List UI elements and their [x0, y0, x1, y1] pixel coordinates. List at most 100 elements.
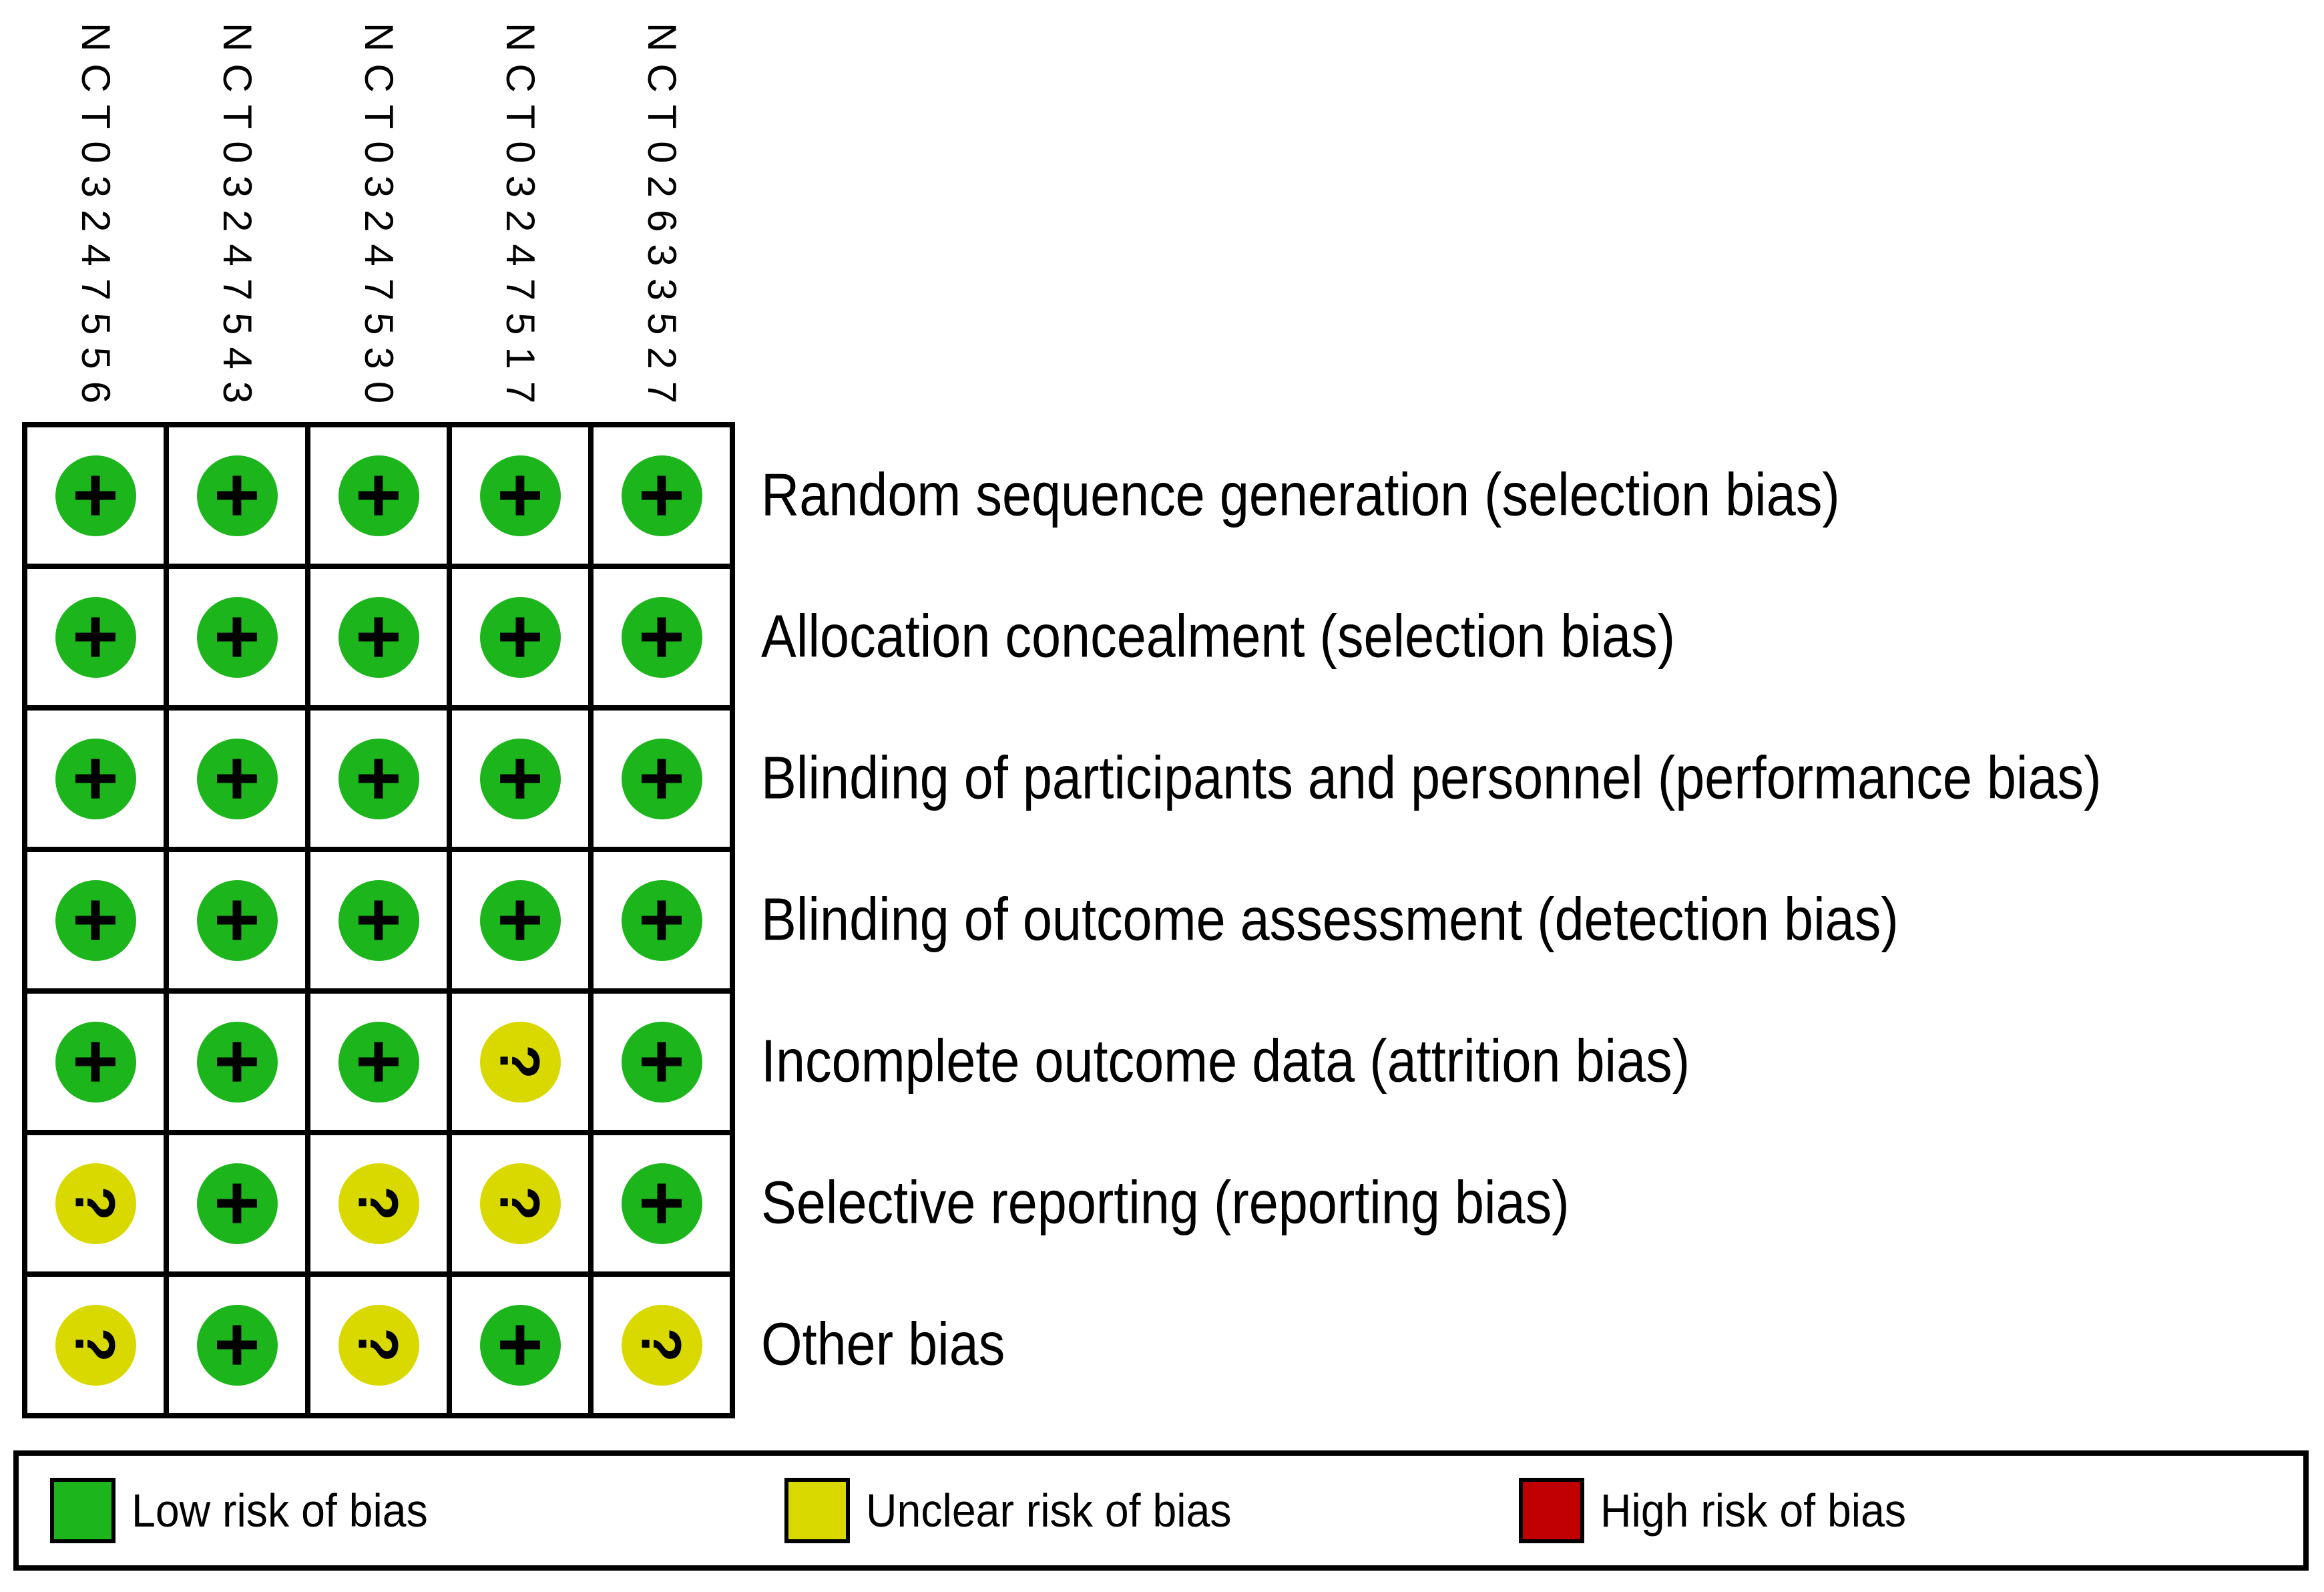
plus-icon: + [617, 1180, 706, 1227]
plus-icon: + [51, 755, 140, 802]
legend-item-low: Low risk of bias [50, 1456, 453, 1565]
judgement-circle-low: + [192, 1304, 281, 1386]
judgement-circle-low: + [475, 455, 564, 536]
rob-cell: + [169, 994, 305, 1130]
judgement-circle-low: + [475, 596, 564, 678]
judgement-circle-low: + [193, 1021, 281, 1103]
question-mark-icon: ? [489, 1186, 551, 1221]
study-label-text: NCT03247530 [357, 22, 401, 415]
plus-icon: + [51, 1038, 140, 1085]
question-mark-icon: ? [347, 1328, 410, 1362]
question-mark-icon: ? [630, 1328, 693, 1362]
rob-cell: ? [27, 1277, 164, 1413]
rob-cell: + [169, 1135, 305, 1271]
legend-label: Unclear risk of bias [866, 1484, 1232, 1537]
judgement-circle-low: + [192, 738, 281, 819]
rob-cell: + [594, 852, 730, 988]
study-label: NCT02633527 [636, 5, 687, 415]
question-mark-icon: ? [64, 1328, 127, 1362]
judgement-circle-unclear: ? [338, 1304, 419, 1386]
plus-icon: + [617, 755, 706, 802]
domain-label: Incomplete outcome data (attrition bias) [761, 1028, 1690, 1095]
plus-icon: + [475, 897, 564, 944]
judgement-circle-low: + [334, 879, 423, 961]
rob-cell: + [27, 427, 164, 564]
plus-icon: + [192, 1322, 281, 1368]
plus-icon: + [51, 897, 140, 944]
judgement-circle-low: + [334, 1021, 423, 1103]
judgement-circle-low: + [51, 879, 140, 961]
plus-icon: + [192, 1180, 281, 1227]
judgement-circle-unclear: ? [479, 1021, 561, 1103]
rob-cell: ? [310, 1277, 447, 1413]
rob-cell: + [27, 852, 164, 988]
judgement-circle-low: + [476, 1304, 564, 1386]
plus-icon: + [334, 1038, 423, 1085]
judgement-circle-low: + [334, 455, 423, 536]
judgement-circle-low: + [193, 879, 281, 961]
rob-cell: + [594, 994, 730, 1130]
risk-of-bias-grid: + + + + + + + + + + + + + + + + + + + + + + +? +? +?? +? +? +? [22, 422, 735, 1418]
rob-cell: + [169, 569, 305, 705]
rob-cell: + [594, 427, 730, 564]
judgement-circle-low: + [334, 738, 423, 819]
study-label: NCT03247530 [353, 5, 404, 415]
rob-cell: + [452, 711, 588, 847]
domain-label: Allocation concealment (selection bias) [761, 603, 1676, 670]
judgement-circle-unclear: ? [479, 1163, 561, 1244]
rob-cell: + [310, 852, 447, 988]
study-label: NCT03247556 [70, 5, 121, 415]
judgement-circle-low: + [51, 596, 140, 678]
plus-icon: + [334, 472, 423, 519]
judgement-circle-unclear: ? [621, 1304, 702, 1386]
rob-cell: ? [27, 1135, 164, 1271]
judgement-circle-low: + [51, 738, 140, 819]
judgement-circle-low: + [475, 738, 564, 819]
rob-cell: + [452, 569, 588, 705]
plus-icon: + [617, 614, 706, 660]
plus-icon: + [617, 1038, 706, 1085]
legend-label: High risk of bias [1600, 1484, 1907, 1537]
study-label-text: NCT03247556 [73, 22, 118, 415]
judgement-circle-unclear: ? [55, 1163, 136, 1244]
plus-icon: + [334, 614, 423, 660]
rob-cell: + [594, 569, 730, 705]
judgement-circle-low: + [193, 596, 281, 678]
judgement-circle-low: + [617, 879, 706, 961]
legend-label: Low risk of bias [132, 1484, 428, 1537]
rob-cell: + [594, 711, 730, 847]
study-label-text: NCT03247543 [215, 22, 260, 415]
question-mark-icon: ? [347, 1186, 410, 1221]
legend-swatch-high [1519, 1478, 1584, 1543]
judgement-circle-unclear: ? [338, 1163, 419, 1244]
legend-item-unclear: Unclear risk of bias [784, 1456, 1263, 1565]
rob-cell: + [27, 711, 164, 847]
judgement-circle-low: + [618, 455, 706, 536]
rob-cell: + [27, 569, 164, 705]
plus-icon: + [334, 755, 423, 802]
rob-cell: + [27, 994, 164, 1130]
judgement-circle-low: + [617, 1163, 706, 1244]
question-mark-icon: ? [64, 1186, 127, 1221]
study-label-text: NCT03247517 [498, 22, 543, 415]
judgement-circle-low: + [193, 455, 281, 536]
plus-icon: + [192, 755, 281, 802]
plus-icon: + [334, 897, 423, 944]
plus-icon: + [51, 472, 140, 519]
plus-icon: + [475, 472, 564, 519]
plus-icon: + [475, 614, 564, 660]
judgement-circle-low: + [617, 1021, 706, 1103]
rob-cell: + [169, 711, 305, 847]
judgement-circle-low: + [51, 455, 140, 536]
plus-icon: + [475, 755, 564, 802]
plus-icon: + [617, 897, 706, 944]
judgement-circle-unclear: ? [55, 1304, 136, 1386]
legend-swatch-low [50, 1478, 115, 1543]
study-label: NCT03247543 [212, 5, 262, 415]
judgement-circle-low: + [334, 596, 423, 678]
rob-cell: + [310, 569, 447, 705]
question-mark-icon: ? [489, 1044, 551, 1079]
rob-cell: + [169, 1277, 305, 1413]
rob-cell: + [310, 711, 447, 847]
